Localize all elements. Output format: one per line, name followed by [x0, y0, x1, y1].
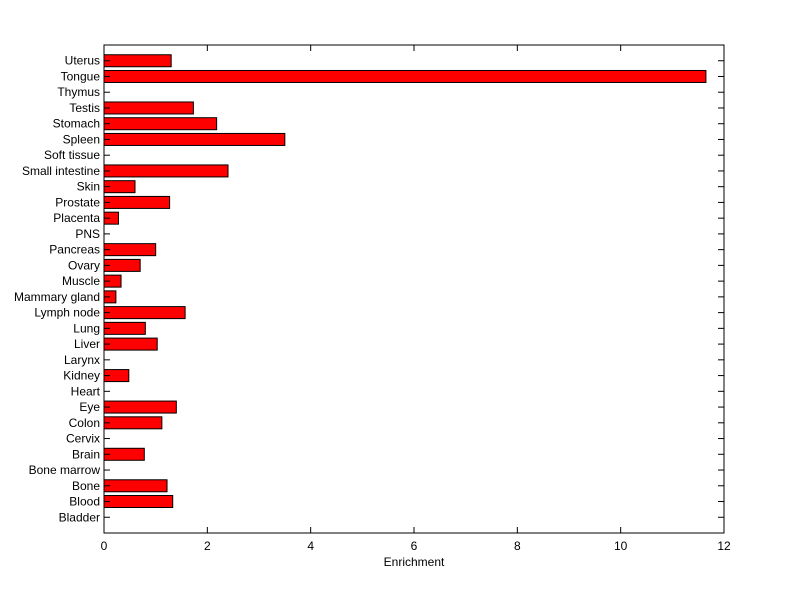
y-tick-label-spleen: Spleen	[63, 132, 100, 146]
y-tick-label-heart: Heart	[71, 384, 101, 398]
y-tick-label-pns: PNS	[75, 227, 100, 241]
bar-prostate	[103, 195, 171, 209]
y-tick-label-brain: Brain	[72, 447, 100, 461]
x-axis-label: Enrichment	[384, 555, 445, 569]
y-tick-label-larynx: Larynx	[64, 353, 100, 367]
y-tick-label-stomach: Stomach	[53, 117, 100, 131]
y-tick-label-colon: Colon	[69, 416, 100, 430]
y-tick-label-bone-marrow: Bone marrow	[29, 463, 101, 477]
y-tick-label-small-intestine: Small intestine	[22, 164, 100, 178]
x-tick-label: 8	[514, 539, 521, 553]
x-tick-label: 12	[717, 539, 731, 553]
y-tick-label-blood: Blood	[69, 495, 100, 509]
x-tick-label: 6	[411, 539, 418, 553]
bar-brain	[103, 447, 145, 461]
y-tick-label-eye: Eye	[79, 400, 100, 414]
y-tick-label-testis: Testis	[69, 101, 100, 115]
y-tick-label-lymph-node: Lymph node	[34, 306, 100, 320]
bar-spleen	[103, 132, 286, 146]
y-tick-label-muscle: Muscle	[62, 274, 100, 288]
y-tick-label-lung: Lung	[73, 321, 100, 335]
bar-uterus	[103, 54, 172, 68]
y-tick-label-uterus: Uterus	[65, 54, 100, 68]
x-tick-label: 4	[307, 539, 314, 553]
y-tick-label-bladder: Bladder	[59, 510, 100, 524]
y-tick-label-kidney: Kidney	[63, 369, 100, 383]
y-tick-label-liver: Liver	[74, 337, 100, 351]
bar-eye	[103, 400, 177, 414]
y-tick-label-skin: Skin	[77, 180, 100, 194]
y-tick-label-tongue: Tongue	[61, 69, 101, 83]
bar-lung	[103, 321, 146, 335]
y-tick-label-pancreas: Pancreas	[49, 243, 100, 257]
ticks-group	[103, 45, 725, 533]
x-tick-label: 2	[204, 539, 211, 553]
bar-testis	[103, 101, 194, 115]
y-tick-label-mammary-gland: Mammary gland	[14, 290, 100, 304]
bar-liver	[103, 337, 158, 351]
y-tick-label-soft-tissue: Soft tissue	[44, 148, 100, 162]
bar-bone	[103, 479, 168, 493]
bar-pancreas	[103, 243, 157, 257]
x-tick-label: 0	[101, 539, 108, 553]
bar-small-intestine	[103, 164, 229, 178]
y-tick-label-cervix: Cervix	[66, 432, 100, 446]
y-tick-label-prostate: Prostate	[55, 195, 100, 209]
x-tick-label: 10	[614, 539, 628, 553]
bars-group	[103, 54, 707, 509]
bar-colon	[103, 416, 163, 430]
bar-stomach	[103, 117, 218, 131]
y-tick-label-thymus: Thymus	[57, 85, 100, 99]
bar-tongue	[103, 69, 707, 83]
bar-lymph-node	[103, 306, 186, 320]
bar-blood	[103, 495, 174, 509]
y-tick-label-ovary: Ovary	[68, 258, 100, 272]
y-tick-label-placenta: Placenta	[53, 211, 100, 225]
y-tick-label-bone: Bone	[72, 479, 100, 493]
